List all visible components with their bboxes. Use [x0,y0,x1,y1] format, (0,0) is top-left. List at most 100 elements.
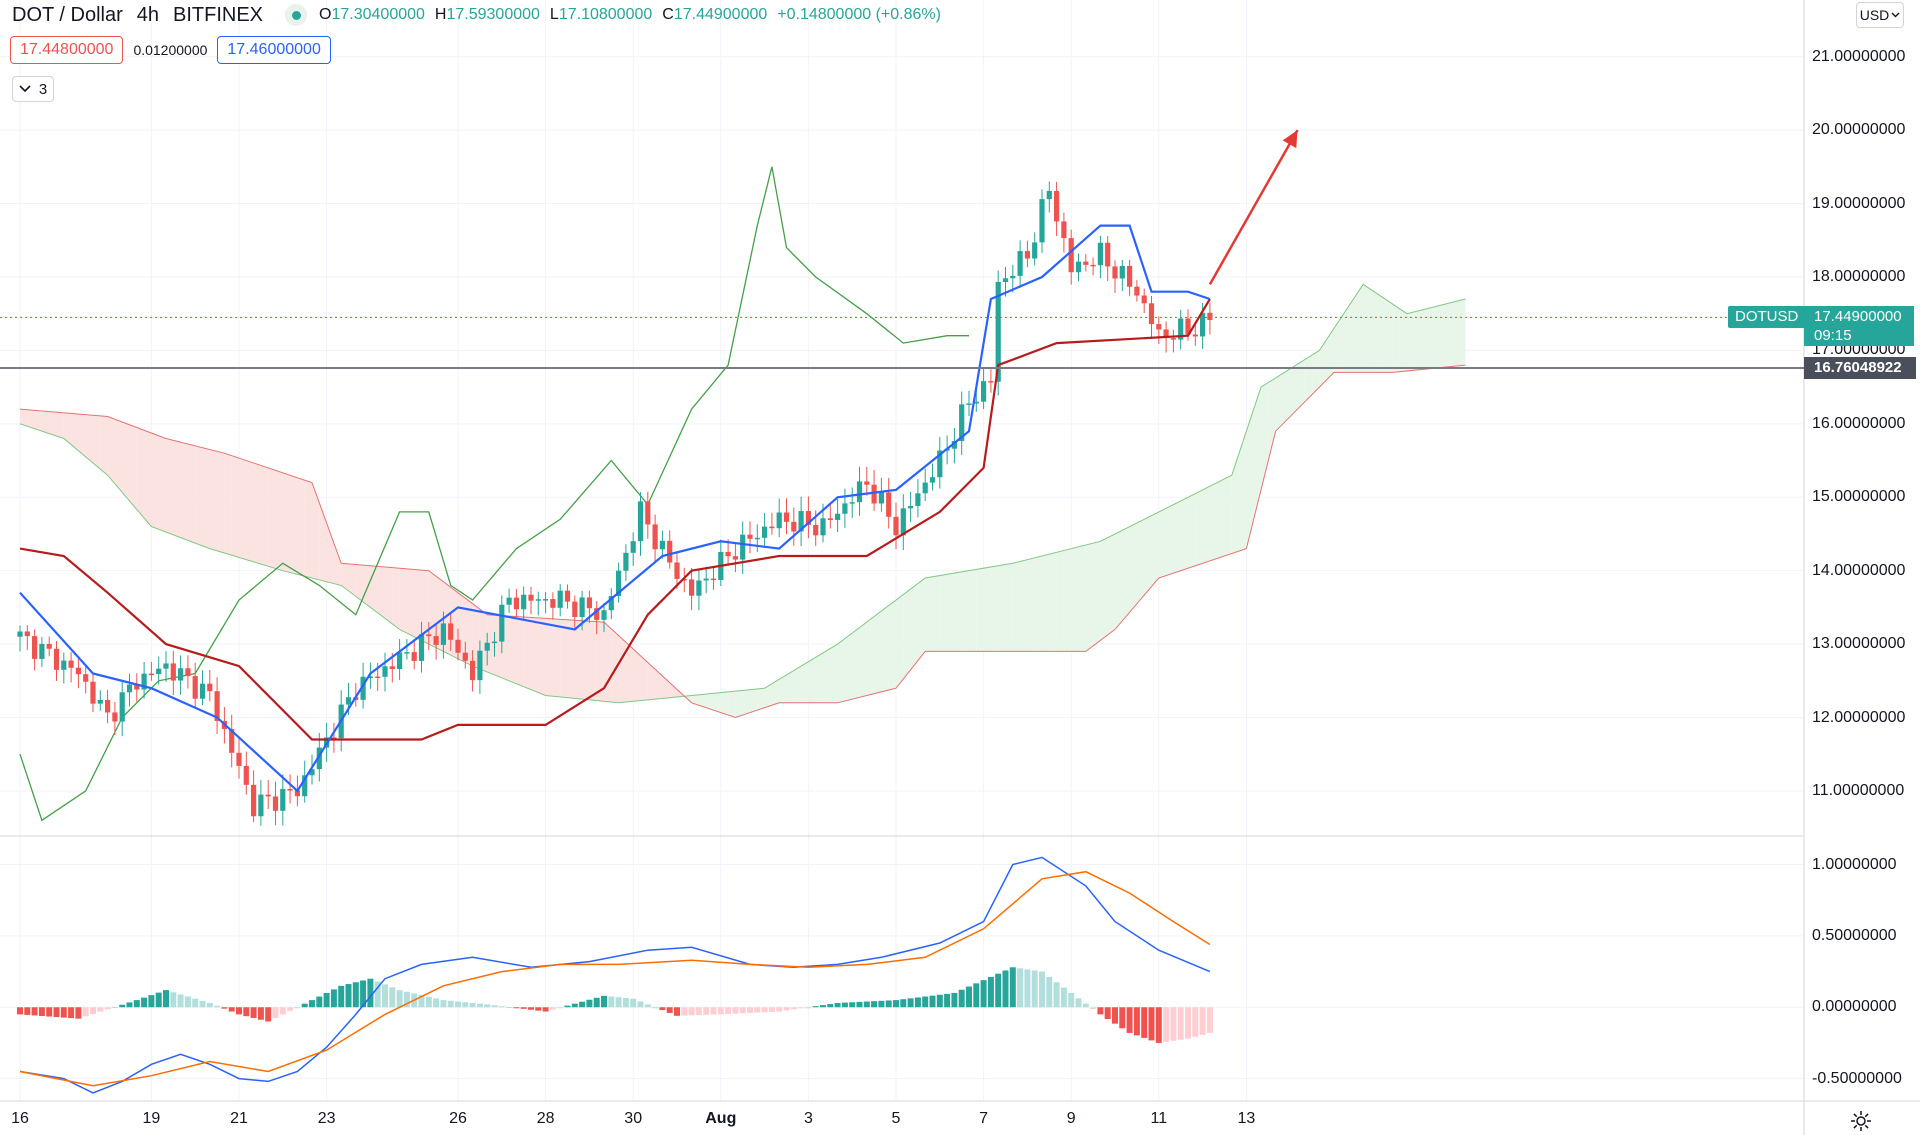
candle[interactable] [1039,189,1045,253]
candle[interactable] [302,760,308,803]
candle[interactable] [199,670,206,705]
candle[interactable] [550,592,556,620]
candle[interactable] [404,639,410,660]
candle[interactable] [769,512,775,535]
candle[interactable] [521,586,527,621]
candle[interactable] [156,656,162,685]
candle[interactable] [506,588,512,613]
candle[interactable] [39,636,45,667]
candle[interactable] [1054,181,1060,237]
candle[interactable] [1083,253,1089,272]
candle[interactable] [470,650,476,692]
candle[interactable] [455,628,461,661]
candle[interactable] [959,391,965,455]
candle[interactable] [397,639,403,680]
candle[interactable] [1017,240,1023,288]
candle[interactable] [988,369,994,393]
candle[interactable] [178,655,184,695]
candle[interactable] [53,641,60,681]
trend-arrow[interactable] [1208,129,1299,285]
candle[interactable] [981,368,987,410]
candle[interactable] [1156,316,1162,344]
candle[interactable] [1068,229,1074,285]
candle[interactable] [265,780,271,810]
candles[interactable] [17,181,1213,826]
candle[interactable] [557,584,563,617]
candle[interactable] [75,659,81,689]
candle[interactable] [32,629,38,671]
currency-dropdown[interactable]: USD [1856,2,1904,28]
candle[interactable] [207,670,213,702]
candle[interactable] [382,652,388,692]
candle[interactable] [835,499,841,532]
candle[interactable] [623,544,629,582]
candle[interactable] [645,491,651,539]
candle[interactable] [681,567,687,593]
candle[interactable] [637,492,644,556]
candle[interactable] [929,463,936,491]
candle[interactable] [491,631,498,657]
candle[interactable] [272,781,279,826]
candle[interactable] [1061,212,1067,253]
indicators-toggle-button[interactable]: 3 [12,76,54,102]
candle[interactable] [477,640,483,694]
market-status-icon[interactable] [285,4,308,26]
candle[interactable] [170,650,176,696]
exchange-label[interactable]: BITFINEX [173,3,264,26]
candle[interactable] [601,602,607,633]
candle[interactable] [1192,325,1198,346]
candle[interactable] [1148,295,1155,337]
candle[interactable] [572,595,578,628]
candle[interactable] [710,566,717,590]
candle[interactable] [966,390,972,416]
candle[interactable] [528,586,534,615]
candle[interactable] [871,470,877,511]
candle[interactable] [214,677,220,734]
candle[interactable] [543,591,549,614]
candle[interactable] [937,437,943,489]
candle[interactable] [97,690,103,711]
candle[interactable] [951,427,957,464]
candle[interactable] [878,477,884,512]
candle[interactable] [1046,181,1052,213]
candle[interactable] [667,530,673,569]
candle[interactable] [995,270,1001,396]
candle[interactable] [762,512,768,549]
candle[interactable] [856,466,863,516]
candle[interactable] [616,562,622,603]
candle[interactable] [886,477,892,529]
candle[interactable] [652,514,658,562]
candle[interactable] [864,466,870,496]
candle[interactable] [900,494,906,551]
candle[interactable] [740,521,746,574]
candle[interactable] [229,714,235,768]
candle[interactable] [411,639,417,670]
candle[interactable] [1112,260,1118,293]
candle[interactable] [462,641,468,669]
candle[interactable] [331,722,337,753]
candle[interactable] [696,568,702,611]
candle[interactable] [783,498,790,535]
candle[interactable] [1105,236,1111,282]
candle[interactable] [915,479,921,518]
candle[interactable] [791,507,797,546]
candle[interactable] [433,624,439,660]
candle[interactable] [776,498,782,538]
candle[interactable] [83,665,89,694]
candle[interactable] [747,521,753,554]
sell-button[interactable]: 17.44800000 [10,36,124,64]
candle[interactable] [1032,232,1038,266]
candle[interactable] [689,567,695,611]
candle[interactable] [805,496,811,539]
candle[interactable] [1119,260,1125,292]
candle[interactable] [367,662,373,689]
candle[interactable] [287,774,293,804]
horizontal-line-price-tag[interactable]: 16.76048922 [1804,356,1916,379]
candle[interactable] [236,738,242,779]
candle[interactable] [192,662,198,709]
candle[interactable] [448,611,454,652]
candle[interactable] [1178,309,1184,350]
candle[interactable] [732,543,738,573]
candle[interactable] [46,636,52,657]
candle[interactable] [112,702,118,735]
